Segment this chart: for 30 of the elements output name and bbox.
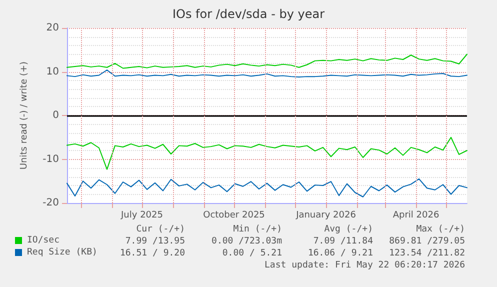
text: 0.00 / 5.21 (222, 248, 282, 258)
y-tick-label: 10 (46, 66, 59, 78)
text: 16.51 / 9.20 (120, 248, 185, 258)
text: 7.99 /13.95 (125, 236, 185, 246)
x-tick-label: April 2026 (392, 210, 440, 220)
legend-label: IO/sec (27, 236, 60, 246)
line-series (66, 136, 468, 170)
text: Avg (-/+) (324, 224, 373, 234)
y-axis-title: Units read (-) / write (+) (20, 61, 30, 170)
text: Last update: Fri May 22 06:20:17 2026 (264, 260, 465, 270)
text: 7.09 /11.84 (313, 236, 373, 246)
line-series (66, 178, 468, 198)
x-tick-label: July 2025 (120, 210, 163, 220)
chart-title: IOs for /dev/sda - by year (172, 7, 325, 21)
y-tick-label: 0 (52, 110, 59, 121)
text: Max (-/+) (416, 224, 465, 234)
x-tick-label: October 2025 (203, 210, 265, 220)
text: 869.81 /279.05 (389, 236, 465, 246)
x-tick-label: January 2026 (295, 210, 356, 220)
text: 0.00 /723.03m (212, 236, 282, 246)
y-tick-label: 20 (46, 22, 59, 34)
text: Cur (-/+) (136, 224, 185, 234)
y-tick-label: -20 (42, 198, 59, 208)
y-tick-label: -10 (42, 154, 59, 165)
text: Min (-/+) (233, 224, 282, 234)
text: 123.54 /211.82 (389, 248, 465, 258)
line-series (66, 70, 468, 78)
text: 16.06 / 9.21 (308, 248, 373, 258)
legend-label: Req Size (KB) (27, 248, 98, 258)
line-series (66, 54, 468, 69)
